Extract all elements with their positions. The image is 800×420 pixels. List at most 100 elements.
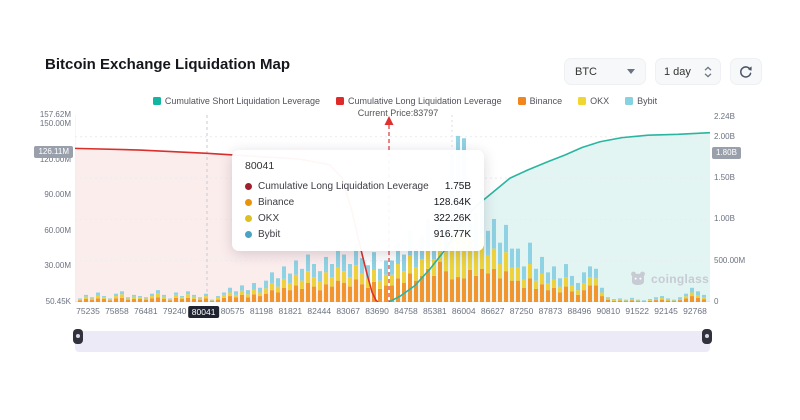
legend-item-4[interactable]: Bybit <box>625 96 657 106</box>
bar-bybit[interactable] <box>246 290 250 295</box>
bar-bybit[interactable] <box>630 297 634 300</box>
bar-okx[interactable] <box>228 292 232 297</box>
legend-item-1[interactable]: Cumulative Long Liquidation Leverage <box>335 96 502 106</box>
bar-binance[interactable] <box>258 296 262 302</box>
bar-okx[interactable] <box>612 299 616 301</box>
bar-okx[interactable] <box>84 296 88 300</box>
bar-binance[interactable] <box>318 290 322 302</box>
bar-okx[interactable] <box>594 278 598 286</box>
bar-binance[interactable] <box>528 278 532 302</box>
bar-bybit[interactable] <box>306 254 310 272</box>
bar-binance[interactable] <box>84 299 88 302</box>
bar-binance[interactable] <box>642 301 646 302</box>
bar-binance[interactable] <box>252 294 256 302</box>
bar-bybit[interactable] <box>360 258 364 274</box>
bar-okx[interactable] <box>504 252 508 272</box>
bar-binance[interactable] <box>396 278 400 302</box>
bar-okx[interactable] <box>660 298 664 300</box>
bar-okx[interactable] <box>606 298 610 300</box>
bar-bybit[interactable] <box>510 248 514 268</box>
bar-bybit[interactable] <box>366 265 370 279</box>
bar-bybit[interactable] <box>132 294 136 297</box>
bar-bybit[interactable] <box>180 296 184 298</box>
bar-bybit[interactable] <box>216 296 220 298</box>
bar-okx[interactable] <box>234 294 238 298</box>
bar-binance[interactable] <box>654 300 658 302</box>
bar-bybit[interactable] <box>282 266 286 279</box>
bar-binance[interactable] <box>282 287 286 302</box>
bar-bybit[interactable] <box>336 248 340 268</box>
bar-binance[interactable] <box>468 269 472 302</box>
bar-okx[interactable] <box>252 289 256 295</box>
bar-binance[interactable] <box>144 299 148 302</box>
bar-binance[interactable] <box>156 297 160 302</box>
bar-bybit[interactable] <box>114 293 118 297</box>
bar-okx[interactable] <box>366 278 370 288</box>
bar-bybit[interactable] <box>516 248 520 268</box>
bar-bybit[interactable] <box>588 266 592 278</box>
bar-okx[interactable] <box>216 297 220 300</box>
bar-bybit[interactable] <box>354 245 358 266</box>
bar-bybit[interactable] <box>492 218 496 249</box>
bar-bybit[interactable] <box>258 287 262 293</box>
bar-binance[interactable] <box>300 288 304 302</box>
bar-binance[interactable] <box>174 297 178 302</box>
bar-bybit[interactable] <box>618 298 622 300</box>
bar-binance[interactable] <box>564 286 568 302</box>
bar-bybit[interactable] <box>534 268 538 281</box>
bar-bybit[interactable] <box>570 275 574 286</box>
bar-binance[interactable] <box>90 299 94 302</box>
bar-bybit[interactable] <box>522 266 526 280</box>
bar-okx[interactable] <box>384 274 388 286</box>
bar-okx[interactable] <box>318 281 322 291</box>
bar-bybit[interactable] <box>372 252 376 270</box>
bar-bybit[interactable] <box>348 264 352 278</box>
bar-binance[interactable] <box>270 290 274 302</box>
bar-bybit[interactable] <box>654 297 658 299</box>
symbol-select[interactable]: BTC <box>564 58 646 85</box>
bar-okx[interactable] <box>588 277 592 286</box>
bar-okx[interactable] <box>174 294 178 298</box>
bar-bybit[interactable] <box>300 268 304 281</box>
bar-okx[interactable] <box>360 273 364 285</box>
bar-binance[interactable] <box>480 268 484 302</box>
bar-bybit[interactable] <box>504 224 508 253</box>
bar-binance[interactable] <box>354 279 358 302</box>
bar-bybit[interactable] <box>210 299 214 301</box>
bar-okx[interactable] <box>528 264 532 279</box>
bar-okx[interactable] <box>222 294 226 298</box>
bar-binance[interactable] <box>630 300 634 302</box>
bar-binance[interactable] <box>666 300 670 302</box>
bar-binance[interactable] <box>348 286 352 302</box>
bar-bybit[interactable] <box>324 256 328 273</box>
legend-item-2[interactable]: Binance <box>517 96 562 106</box>
bar-binance[interactable] <box>246 297 250 302</box>
bar-bybit[interactable] <box>78 298 82 300</box>
bar-bybit[interactable] <box>612 299 616 300</box>
bar-okx[interactable] <box>648 299 652 301</box>
bar-bybit[interactable] <box>486 230 490 256</box>
bar-binance[interactable] <box>588 285 592 302</box>
bar-binance[interactable] <box>624 301 628 302</box>
bar-bybit[interactable] <box>396 242 400 265</box>
bar-okx[interactable] <box>294 274 298 286</box>
bar-bybit[interactable] <box>192 294 196 297</box>
bar-okx[interactable] <box>492 248 496 269</box>
bar-okx[interactable] <box>558 286 562 293</box>
bar-binance[interactable] <box>276 292 280 302</box>
bar-bybit[interactable] <box>174 292 178 295</box>
bar-okx[interactable] <box>552 279 556 288</box>
bar-bybit[interactable] <box>234 291 238 295</box>
bar-okx[interactable] <box>246 294 250 298</box>
bar-okx[interactable] <box>300 280 304 289</box>
range-scrollbar[interactable] <box>73 329 712 352</box>
bar-binance[interactable] <box>120 297 124 302</box>
bar-okx[interactable] <box>162 296 166 300</box>
bar-okx[interactable] <box>390 274 394 286</box>
bar-bybit[interactable] <box>600 287 604 293</box>
bar-bybit[interactable] <box>666 298 670 300</box>
bar-bybit[interactable] <box>576 283 580 291</box>
bar-binance[interactable] <box>216 299 220 302</box>
bar-binance[interactable] <box>342 283 346 302</box>
bar-okx[interactable] <box>306 271 310 284</box>
